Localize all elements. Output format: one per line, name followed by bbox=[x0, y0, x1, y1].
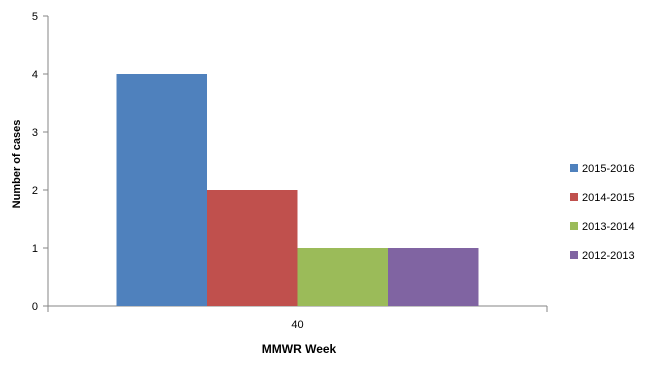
bar-2015-2016 bbox=[116, 74, 207, 306]
x-tick-label: 40 bbox=[291, 319, 303, 331]
legend-swatch-2014-2015 bbox=[570, 193, 578, 201]
x-axis: 40 bbox=[47, 305, 548, 331]
legend-label: 2015-2016 bbox=[582, 163, 635, 175]
legend-label: 2012-2013 bbox=[582, 250, 635, 262]
bar-2012-2013 bbox=[388, 248, 479, 306]
y-axis-title: Number of cases bbox=[11, 120, 23, 209]
bars bbox=[116, 74, 479, 306]
y-tick-label: 3 bbox=[32, 127, 38, 139]
legend-label: 2014-2015 bbox=[582, 192, 635, 204]
legend: 2015-2016 2014-2015 2013-2014 2012-2013 bbox=[570, 163, 635, 262]
y-tick-label: 1 bbox=[32, 243, 38, 255]
y-tick-label: 2 bbox=[32, 185, 38, 197]
legend-label: 2013-2014 bbox=[582, 221, 635, 233]
y-tick-label: 0 bbox=[32, 301, 38, 313]
y-tick-label: 5 bbox=[32, 11, 38, 23]
legend-swatch-2012-2013 bbox=[570, 251, 578, 259]
legend-swatch-2013-2014 bbox=[570, 222, 578, 230]
bar-2013-2014 bbox=[297, 248, 388, 306]
x-axis-title: MMWR Week bbox=[262, 342, 337, 356]
y-axis: 0 1 2 3 4 5 bbox=[32, 11, 49, 313]
bar-2014-2015 bbox=[207, 190, 298, 306]
y-tick-label: 4 bbox=[32, 69, 38, 81]
legend-swatch-2015-2016 bbox=[570, 164, 578, 172]
